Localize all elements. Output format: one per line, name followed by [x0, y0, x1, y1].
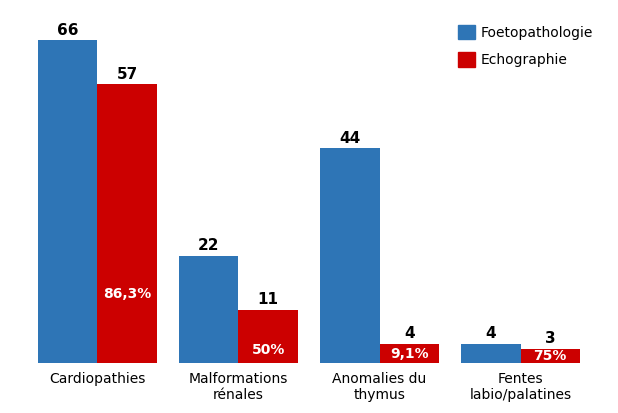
Bar — [320, 148, 379, 363]
Text: 75%: 75% — [533, 349, 567, 363]
Bar — [179, 256, 239, 363]
Text: 44: 44 — [339, 131, 360, 146]
Bar — [38, 40, 98, 363]
Text: 4: 4 — [404, 326, 415, 341]
Bar — [520, 349, 580, 363]
Text: 3: 3 — [545, 331, 556, 346]
Text: 22: 22 — [198, 238, 219, 253]
Text: 57: 57 — [116, 67, 138, 82]
Text: 9,1%: 9,1% — [390, 347, 428, 361]
Bar — [379, 344, 439, 363]
Text: 11: 11 — [258, 292, 279, 307]
Text: 4: 4 — [486, 326, 496, 341]
Text: 86,3%: 86,3% — [103, 287, 151, 301]
Text: 50%: 50% — [252, 343, 285, 357]
Bar — [461, 344, 520, 363]
Text: 66: 66 — [57, 23, 78, 38]
Bar — [239, 309, 298, 363]
Legend: Foetopathologie, Echographie: Foetopathologie, Echographie — [452, 18, 600, 74]
Bar — [98, 85, 157, 363]
